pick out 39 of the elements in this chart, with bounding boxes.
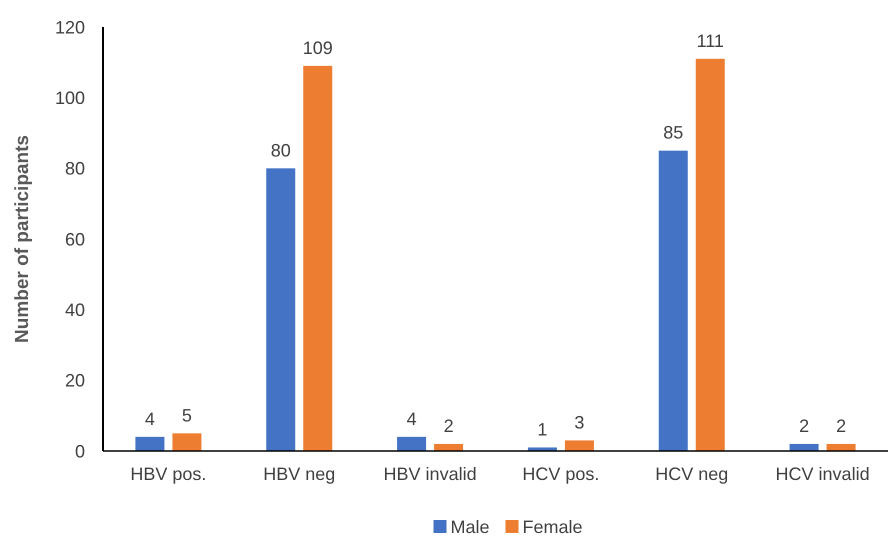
bar xyxy=(826,444,856,451)
legend-label: Male xyxy=(450,517,490,537)
bar xyxy=(564,440,594,451)
x-tick-label: HCV neg xyxy=(655,464,728,484)
y-tick-label: 40 xyxy=(64,300,85,320)
data-label: 2 xyxy=(799,416,810,436)
y-tick-label: 120 xyxy=(54,17,85,38)
bar xyxy=(658,150,688,451)
bar xyxy=(696,58,725,451)
data-label: 80 xyxy=(270,140,291,160)
data-label: 4 xyxy=(406,408,417,429)
x-tick-label: HBV invalid xyxy=(384,464,477,484)
data-label: 3 xyxy=(574,412,584,432)
bar xyxy=(434,444,464,451)
data-label: 85 xyxy=(663,122,684,143)
bar xyxy=(397,436,426,451)
y-tick-label: 60 xyxy=(64,229,85,250)
bar xyxy=(303,66,332,451)
y-axis-title: Number of participants xyxy=(12,135,33,343)
data-label: 5 xyxy=(182,405,192,426)
data-label: 109 xyxy=(302,38,333,58)
x-tick-label: HBV neg xyxy=(263,464,336,484)
data-label: 4 xyxy=(144,408,155,429)
data-label: 2 xyxy=(444,416,454,436)
bar xyxy=(790,444,819,451)
bar xyxy=(135,436,164,451)
data-label: 1 xyxy=(537,419,548,440)
y-tick-label: 80 xyxy=(64,158,85,179)
y-tick-label: 20 xyxy=(64,370,85,391)
y-tick-label: 0 xyxy=(74,441,85,462)
data-label: 111 xyxy=(696,30,724,51)
x-tick-label: HCV pos. xyxy=(522,464,600,484)
x-tick-label: HCV invalid xyxy=(776,464,870,484)
y-tick-label: 100 xyxy=(54,88,85,108)
bar xyxy=(266,168,296,451)
data-label: 2 xyxy=(836,416,846,436)
legend-label: Female xyxy=(522,517,583,537)
x-tick-label: HBV pos. xyxy=(130,464,206,484)
bar xyxy=(172,433,202,451)
